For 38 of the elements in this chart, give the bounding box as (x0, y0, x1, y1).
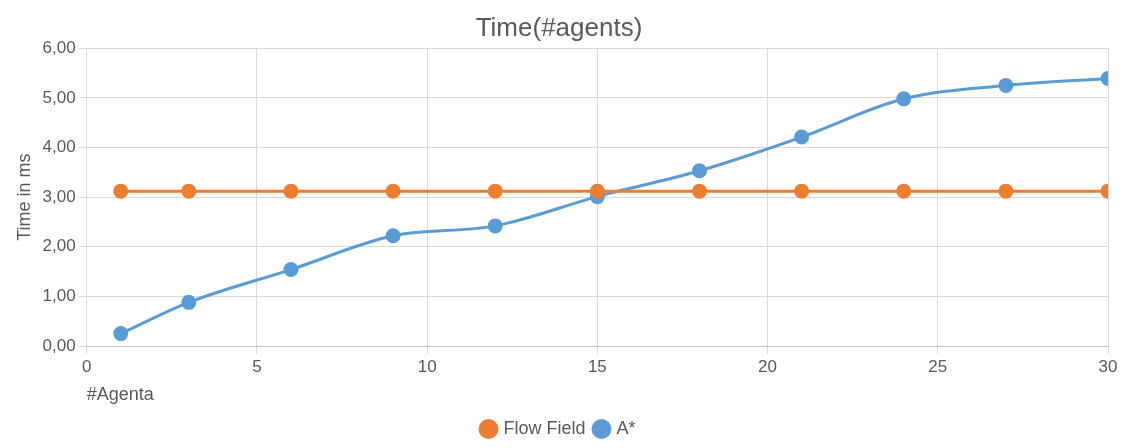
point (589, 183, 605, 199)
point (113, 326, 129, 342)
legend-label: Flow Field (503, 417, 586, 438)
y-tick-label: 2,00 (42, 236, 76, 256)
point (794, 183, 810, 199)
point (896, 91, 912, 107)
y-tick-label: 6,00 (42, 37, 76, 57)
point (385, 183, 401, 199)
y-tick-label: 1,00 (42, 286, 76, 306)
x-tick-label: 30 (1098, 356, 1118, 376)
x-tick-label: 20 (758, 356, 778, 376)
point (998, 77, 1014, 93)
point (487, 183, 503, 199)
point (283, 183, 299, 199)
x-axis-title: #Agenta (86, 384, 155, 405)
point (181, 294, 197, 310)
point (487, 218, 503, 234)
x-tick-label: 0 (81, 356, 92, 376)
point (283, 262, 299, 278)
point (385, 228, 401, 244)
x-tick-label: 25 (928, 356, 948, 376)
y-tick-label: 0,00 (42, 335, 76, 355)
point (181, 183, 197, 199)
y-tick-label: 5,00 (42, 87, 76, 107)
legend-label: A* (616, 417, 636, 438)
point (794, 129, 810, 145)
y-axis-title: Time in ms (13, 153, 34, 241)
x-tick-label: 15 (587, 356, 607, 376)
chart-title: Time(#agents) (475, 11, 643, 42)
x-tick-label: 10 (417, 356, 437, 376)
point (113, 183, 129, 199)
x-tick-label: 5 (252, 356, 262, 376)
point (998, 183, 1014, 199)
y-tick-label: 3,00 (42, 186, 76, 206)
y-tick-label: 4,00 (42, 137, 76, 157)
point (691, 183, 707, 199)
point (691, 163, 707, 179)
point (896, 183, 912, 199)
